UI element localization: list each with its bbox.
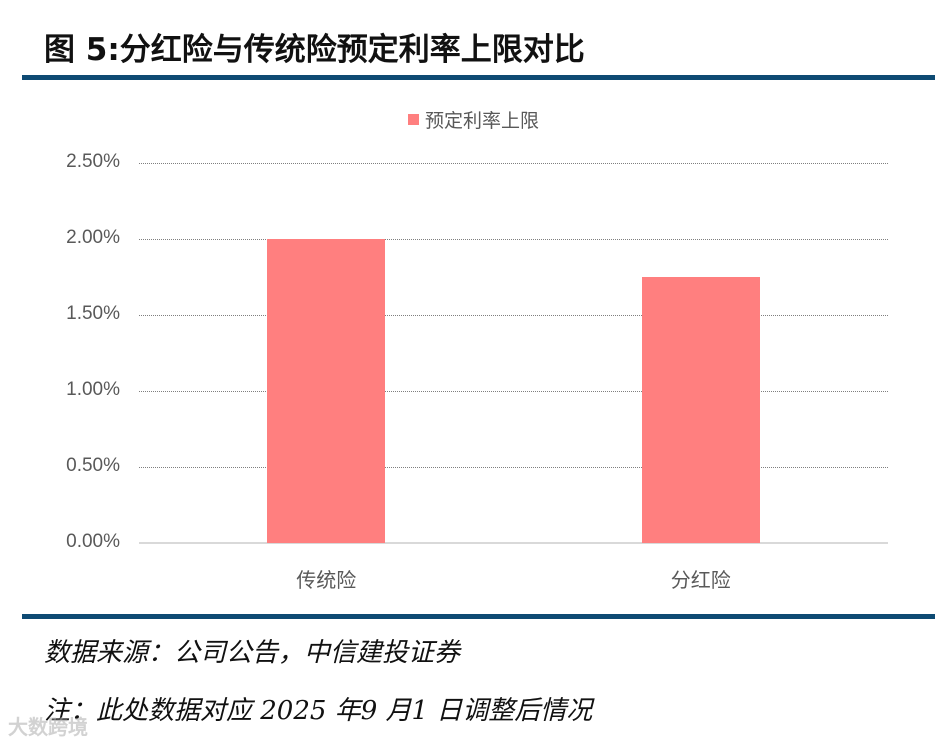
x-axis-line: [139, 542, 888, 544]
chart-legend: 预定利率上限: [408, 106, 539, 133]
y-tick-label: 0.50%: [66, 455, 120, 476]
y-tick-label: 2.50%: [66, 151, 120, 172]
gridline: [139, 391, 888, 392]
gridline: [139, 239, 888, 240]
y-tick-label: 1.50%: [66, 303, 120, 324]
y-tick-label: 2.00%: [66, 227, 120, 248]
y-tick-label: 0.00%: [66, 531, 120, 552]
x-category-label: 分红险: [670, 568, 731, 592]
gridline: [139, 163, 888, 164]
footnote: 注：此处数据对应 2025 年9 月1 日调整后情况: [44, 696, 593, 726]
legend-swatch: [408, 114, 419, 125]
bar: [267, 239, 386, 543]
top-rule: [22, 75, 935, 80]
y-tick-label: 1.00%: [66, 379, 120, 400]
gridline: [139, 467, 888, 468]
legend-label: 预定利率上限: [425, 110, 540, 132]
figure-title: 图 5:分红险与传统险预定利率上限对比: [44, 32, 585, 68]
watermark: 大数跨境: [8, 715, 88, 739]
source-note: 数据来源：公司公告，中信建投证券: [44, 638, 461, 668]
bar: [641, 277, 760, 543]
gridline: [139, 315, 888, 316]
x-category-label: 传统险: [296, 568, 357, 592]
bottom-rule: [22, 614, 935, 619]
